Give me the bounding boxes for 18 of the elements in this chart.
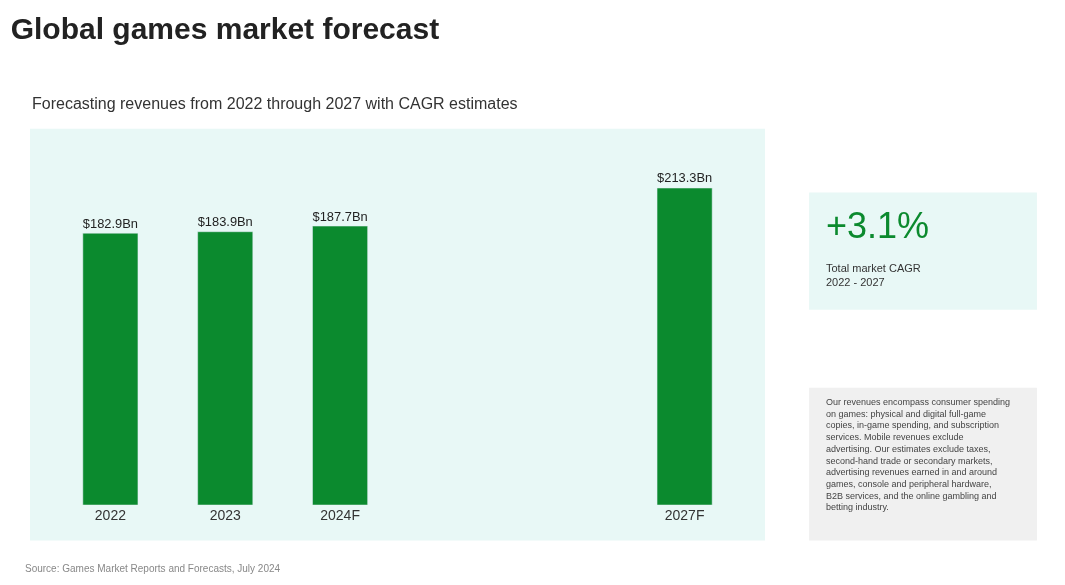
text: +3.1% [826, 205, 930, 246]
x-tick-label: 2027F [664, 507, 705, 523]
bar [312, 225, 368, 505]
x-tick-label: 2022 [94, 507, 127, 523]
chart-title: Global games market forecast [10, 11, 440, 45]
x-tick-label: 2024F [320, 507, 360, 523]
data-label: $187.7Bn [312, 208, 368, 224]
text: Total market CAGR 2022 - 2027 [826, 262, 921, 289]
data-label: $183.9Bn [197, 214, 253, 230]
chart-subtitle: Forecasting revenues from 2022 through 2027 with CAGR estimates [32, 95, 518, 112]
source-note: Source: Games Market Reports and Forecasts, July 2024 [25, 563, 281, 574]
x-tick-label: 2023 [209, 507, 242, 523]
bar [197, 231, 254, 505]
data-label: $182.9Bn [82, 215, 138, 231]
bar [82, 232, 139, 505]
bar [656, 187, 713, 505]
text: Our revenues encompass consumer spending on games: physical and digital full-game copies, in-game spending, and subscription services. Mobile revenues exclude advertising. Our estimates exclude taxes, second-hand trade or secondary markets, advertising revenues earned in and around games, console and peripheral hardware, B2B services, and the online gambling and betting industry. [826, 397, 1011, 513]
data-label: $213.3Bn [657, 170, 713, 186]
